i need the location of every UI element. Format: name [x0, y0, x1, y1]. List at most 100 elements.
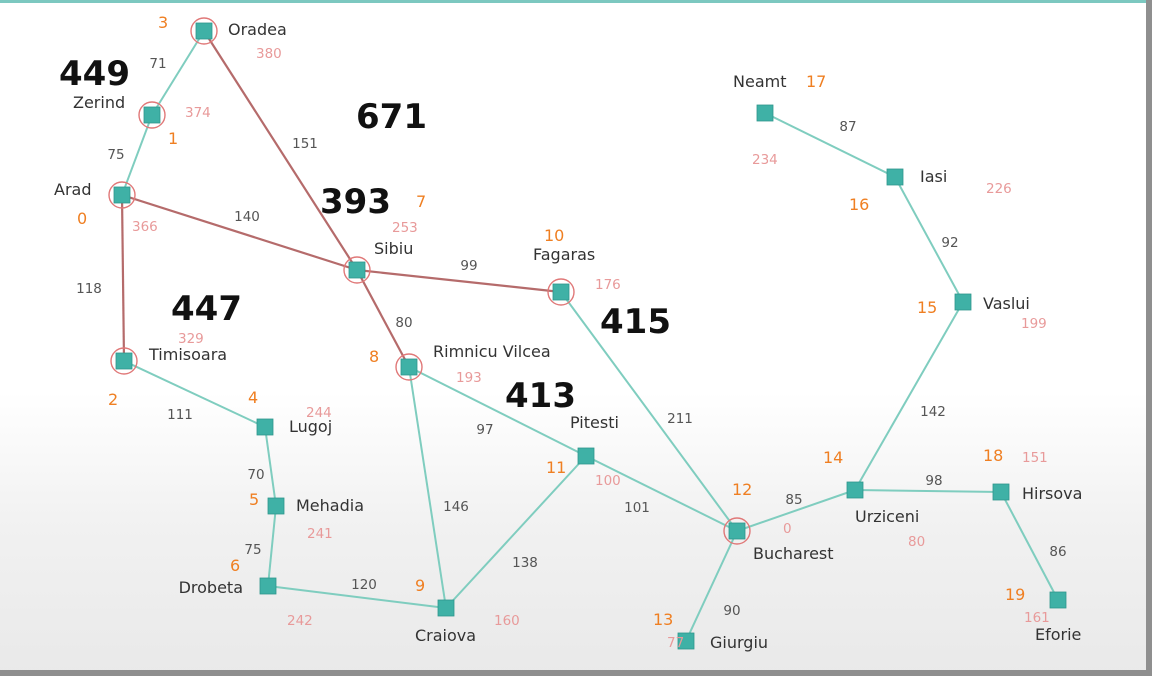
- heuristic-mehadia: 241: [307, 526, 333, 542]
- distance-label-bucharest-urziceni: 85: [785, 492, 802, 508]
- distance-label-bucharest-giurgiu: 90: [723, 603, 740, 619]
- distance-label-oradea-zerind: 71: [149, 56, 166, 72]
- right-border: [1146, 0, 1152, 676]
- city-name-pitesti: Pitesti: [570, 413, 619, 432]
- top-accent-line: [0, 0, 1152, 3]
- distance-label-pitesti-bucharest: 101: [624, 500, 650, 516]
- fscore-annotation-rimnicu: 413: [505, 376, 576, 416]
- node-index-craiova: 9: [415, 576, 425, 595]
- node-index-zerind: 1: [168, 129, 178, 148]
- road-urziceni-hirsova: [854, 489, 1002, 493]
- road-fagaras-bucharest: [560, 291, 738, 532]
- distance-label-drobeta-craiova: 120: [351, 577, 377, 593]
- heuristic-giurgiu: 77: [667, 635, 684, 651]
- visited-ring-zerind: [138, 101, 166, 129]
- city-name-neamt: Neamt: [733, 72, 786, 91]
- fscore-annotation-sibiu: 393: [320, 182, 391, 222]
- rings-layer: [108, 17, 751, 545]
- distance-label-sibiu-fagaras: 99: [460, 258, 477, 274]
- node-index-drobeta: 6: [230, 556, 240, 575]
- city-node-lugoj: [256, 418, 274, 436]
- road-rimnicu-craiova: [408, 366, 447, 609]
- road-sibiu-rimnicu: [356, 269, 410, 368]
- fscore-annotation-fagaras: 415: [600, 302, 671, 342]
- city-node-oradea: [195, 22, 213, 40]
- distance-label-vaslui-iasi: 92: [941, 235, 958, 251]
- heuristic-zerind: 374: [185, 105, 211, 121]
- city-name-timisoara: Timisoara: [148, 345, 227, 364]
- distance-label-zerind-arad: 75: [107, 147, 124, 163]
- visited-ring-bucharest: [723, 517, 751, 545]
- road-urziceni-vaslui: [854, 301, 964, 491]
- heuristic-vaslui: 199: [1021, 316, 1047, 332]
- node-index-hirsova: 18: [983, 446, 1003, 465]
- visited-ring-rimnicu: [395, 353, 423, 381]
- heuristic-timisoara: 329: [178, 331, 204, 347]
- city-node-sibiu: [348, 261, 366, 279]
- distance-label-urziceni-hirsova: 98: [925, 473, 942, 489]
- city-name-bucharest: Bucharest: [753, 544, 834, 563]
- city-name-drobeta: Drobeta: [179, 578, 243, 597]
- city-name-lugoj: Lugoj: [289, 417, 332, 436]
- city-name-vaslui: Vaslui: [983, 294, 1030, 313]
- city-name-urziceni: Urziceni: [855, 507, 919, 526]
- city-node-neamt: [756, 104, 774, 122]
- road-arad-timisoara: [120, 194, 126, 362]
- city-name-craiova: Craiova: [415, 626, 476, 645]
- city-node-fagaras: [552, 283, 570, 301]
- distance-label-mehadia-drobeta: 75: [244, 542, 261, 558]
- city-node-hirsova: [992, 483, 1010, 501]
- node-index-sibiu: 7: [416, 192, 426, 211]
- city-node-mehadia: [267, 497, 285, 515]
- city-name-giurgiu: Giurgiu: [710, 633, 768, 652]
- city-node-drobeta: [259, 577, 277, 595]
- node-index-bucharest: 12: [732, 480, 752, 499]
- node-index-pitesti: 11: [546, 458, 566, 477]
- heuristic-fagaras: 176: [595, 277, 621, 293]
- node-index-fagaras: 10: [544, 226, 564, 245]
- road-vaslui-iasi: [894, 176, 964, 303]
- heuristic-arad: 366: [132, 219, 158, 235]
- heuristic-drobeta: 242: [287, 613, 313, 629]
- heuristic-eforie: 161: [1024, 610, 1050, 626]
- distance-label-rimnicu-craiova: 146: [443, 499, 469, 515]
- city-node-craiova: [437, 599, 455, 617]
- heuristic-urziceni: 80: [908, 534, 925, 550]
- city-name-zerind: Zerind: [73, 93, 125, 112]
- city-name-hirsova: Hirsova: [1022, 484, 1082, 503]
- road-bucharest-urziceni: [736, 489, 856, 532]
- heuristic-hirsova: 151: [1022, 450, 1048, 466]
- node-index-rimnicu: 8: [369, 347, 379, 366]
- city-node-pitesti: [577, 447, 595, 465]
- city-node-zerind: [143, 106, 161, 124]
- visited-ring-oradea: [190, 17, 218, 45]
- node-index-urziceni: 14: [823, 448, 843, 467]
- distance-label-craiova-pitesti: 138: [512, 555, 538, 571]
- city-name-oradea: Oradea: [228, 20, 287, 39]
- road-iasi-neamt: [764, 112, 896, 178]
- cities-layer: [113, 22, 1067, 650]
- visited-ring-fagaras: [547, 278, 575, 306]
- node-index-iasi: 16: [849, 195, 869, 214]
- city-node-urziceni: [846, 481, 864, 499]
- city-node-vaslui: [954, 293, 972, 311]
- road-bucharest-giurgiu: [685, 530, 738, 642]
- city-node-iasi: [886, 168, 904, 186]
- city-node-arad: [113, 186, 131, 204]
- city-name-arad: Arad: [54, 180, 91, 199]
- heuristic-bucharest: 0: [783, 521, 792, 537]
- fscore-annotation-timisoara: 447: [171, 289, 242, 329]
- heuristic-oradea: 380: [256, 46, 282, 62]
- road-oradea-sibiu: [203, 30, 358, 271]
- road-zerind-arad: [121, 114, 153, 196]
- road-arad-sibiu: [121, 193, 358, 272]
- road-hirsova-eforie: [1000, 491, 1059, 601]
- road-oradea-zerind: [151, 30, 205, 116]
- visited-ring-timisoara: [110, 347, 138, 375]
- heuristic-lugoj: 244: [306, 405, 332, 421]
- node-index-eforie: 19: [1005, 585, 1025, 604]
- visited-ring-arad: [108, 181, 136, 209]
- node-index-mehadia: 5: [249, 490, 259, 509]
